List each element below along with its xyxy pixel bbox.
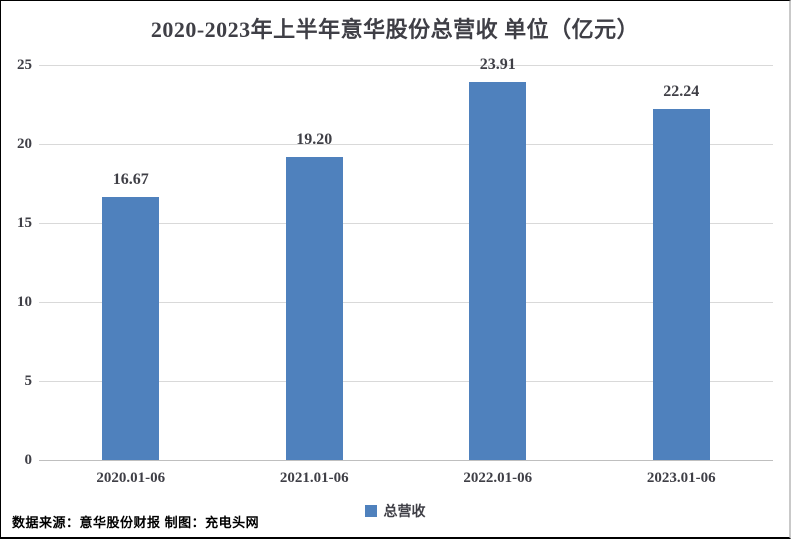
gridline <box>39 223 773 224</box>
y-axis-tick-label: 10 <box>17 294 32 310</box>
y-axis-tick-label: 20 <box>17 136 32 152</box>
bar-value-label: 19.20 <box>296 130 333 148</box>
y-axis-tick-label: 0 <box>24 452 33 468</box>
chart-title: 2020-2023年上半年意华股份总营收 单位（亿元） <box>150 17 640 42</box>
y-axis-tick-label: 15 <box>17 215 32 231</box>
bar <box>102 196 160 460</box>
x-axis-category-label: 2021.01-06 <box>279 470 349 486</box>
gridline <box>39 65 773 66</box>
y-axis-tick-label: 25 <box>17 57 32 73</box>
bar <box>652 108 710 460</box>
x-axis-category-label: 2022.01-06 <box>463 470 533 486</box>
gridline <box>39 381 773 382</box>
x-axis-category-label: 2020.01-06 <box>96 470 166 486</box>
bar-value-label: 16.67 <box>112 170 149 188</box>
gridline <box>39 144 773 145</box>
bar <box>285 156 343 460</box>
legend-label: 总营收 <box>383 505 426 520</box>
source-note: 数据来源：意华股份财报 制图：充电头网 <box>12 515 260 530</box>
bar-value-label: 22.24 <box>663 82 700 100</box>
legend-swatch-icon <box>364 505 377 517</box>
bar <box>469 82 527 460</box>
bar-value-label: 23.91 <box>479 56 516 74</box>
x-axis-category-label: 2023.01-06 <box>646 470 716 486</box>
x-axis-line <box>39 460 773 461</box>
legend: 总营收 <box>1 503 789 520</box>
gridline <box>39 302 773 303</box>
y-axis-tick-label: 5 <box>24 373 33 389</box>
